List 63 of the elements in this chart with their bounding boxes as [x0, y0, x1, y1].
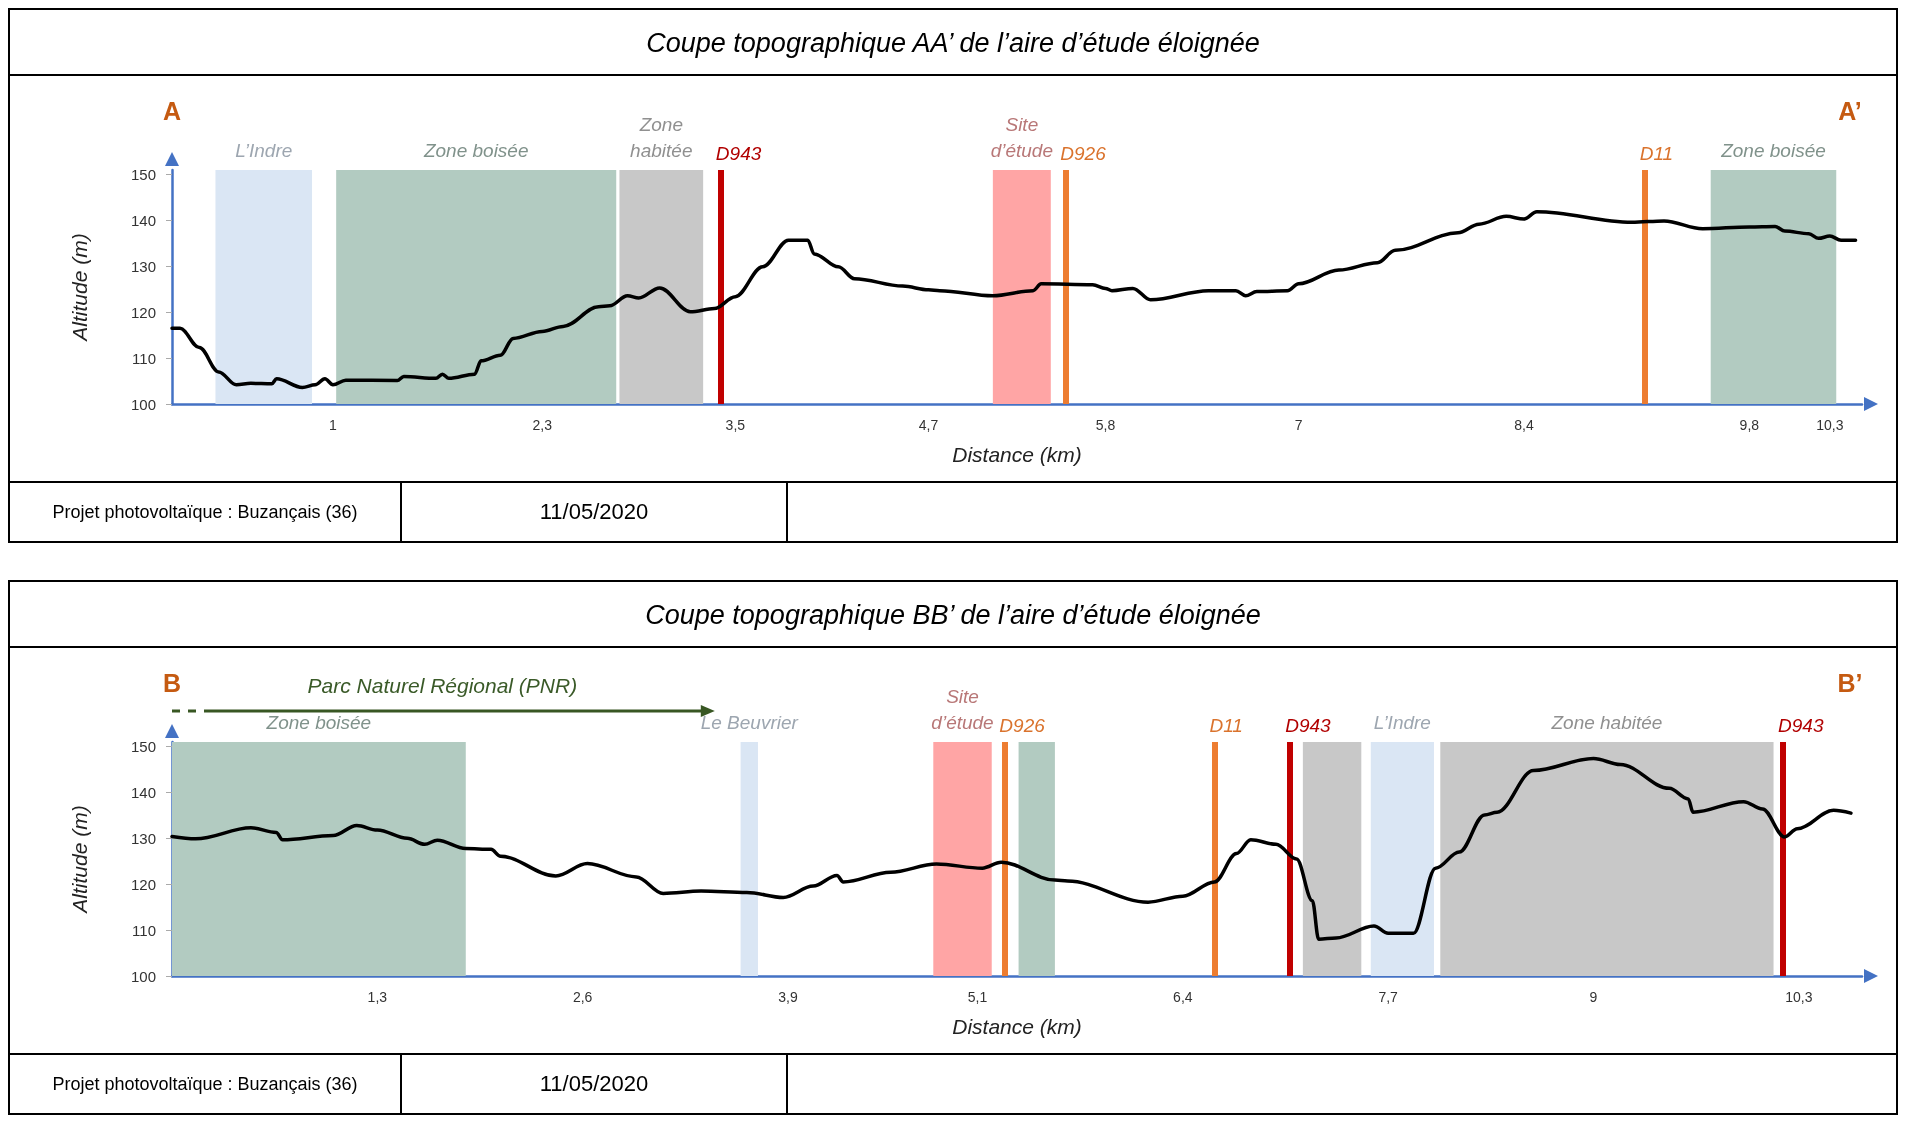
x-tick-label: 5,8	[1095, 417, 1116, 433]
x-tick-label: 1,3	[367, 989, 388, 1005]
y-tick-label: 100	[130, 395, 156, 413]
x-tick-label: 7,7	[1378, 989, 1399, 1005]
band-label: Site d’étude	[931, 685, 994, 733]
text: B	[162, 669, 182, 698]
text: 11/05/2020	[402, 1055, 788, 1113]
text: A	[162, 97, 182, 126]
x-tick-label: 2,6	[572, 989, 593, 1005]
x-tick-label: 9,8	[1739, 417, 1760, 433]
text: Projet photovoltaïque : Buzançais (36)	[10, 483, 402, 541]
x-tick-label: 6,4	[1173, 989, 1193, 1005]
band-label: Site d’étude	[990, 113, 1053, 161]
y-tick-label: 140	[130, 211, 156, 229]
y-axis-title: Altitude (m)	[68, 805, 91, 915]
ref-line-label: D11	[1639, 143, 1674, 164]
x-tick-label: 3,9	[778, 989, 798, 1005]
x-tick-label: 2,3	[532, 417, 553, 433]
band-label: L’Indre	[235, 139, 293, 161]
y-tick-label: 110	[132, 349, 156, 367]
band-label: Zone habitée	[630, 113, 693, 161]
y-tick-label: 150	[130, 738, 156, 756]
x-axis-title: Distance (km)	[952, 1015, 1082, 1038]
ref-line-label: D943	[715, 143, 762, 164]
y-tick-label: 150	[130, 166, 156, 184]
text: Parc Naturel Régional (PNR)	[307, 674, 578, 698]
y-tick-label: 130	[130, 829, 156, 847]
x-tick-label: 3,5	[725, 417, 746, 433]
ref-line-label: D11	[1209, 715, 1243, 736]
ref-line-label: D943	[1285, 715, 1332, 736]
y-tick-label: 140	[130, 783, 156, 801]
ref-line-label: D926	[999, 715, 1046, 736]
x-tick-label: 8,4	[1514, 417, 1534, 433]
x-tick-label: 7	[1294, 417, 1303, 433]
band-label: Zone boisée	[422, 139, 529, 161]
y-axis-title: Altitude (m)	[68, 233, 91, 343]
text: 11/05/2020	[402, 483, 788, 541]
x-tick-label: 5,1	[967, 989, 988, 1005]
x-tick-label: 9	[1589, 989, 1598, 1005]
text: B’	[1837, 669, 1863, 698]
chart-title: Coupe topographique AA’ de l’aire d’étude éloignée	[646, 27, 1260, 58]
band-label: Zone boisée	[1720, 139, 1826, 161]
band-label: Zone habitée	[1550, 711, 1663, 733]
x-axis-title: Distance (km)	[952, 443, 1082, 466]
ref-line-label: D943	[1778, 715, 1824, 736]
x-tick-label: 1	[329, 417, 338, 433]
y-tick-label: 120	[130, 875, 156, 893]
x-tick-label: 4,7	[918, 417, 939, 433]
line-series	[170, 210, 1858, 390]
x-tick-label: 10,3	[1816, 417, 1844, 433]
y-tick-label: 130	[130, 257, 156, 275]
band-label: L’Indre	[1373, 711, 1431, 733]
ref-line-label: D926	[1060, 143, 1107, 164]
x-tick-label: 10,3	[1785, 989, 1813, 1005]
y-tick-label: 110	[132, 921, 156, 939]
y-tick-label: 120	[130, 303, 156, 321]
text: A’	[1838, 97, 1862, 126]
chart-title: Coupe topographique BB’ de l’aire d’étude éloignée	[645, 599, 1261, 630]
y-tick-label: 100	[130, 967, 156, 985]
text: Projet photovoltaïque : Buzançais (36)	[10, 1055, 402, 1113]
line-series	[170, 756, 1853, 942]
band-label: Zone boisée	[265, 711, 372, 733]
band-label: Le Beuvrier	[700, 711, 799, 733]
